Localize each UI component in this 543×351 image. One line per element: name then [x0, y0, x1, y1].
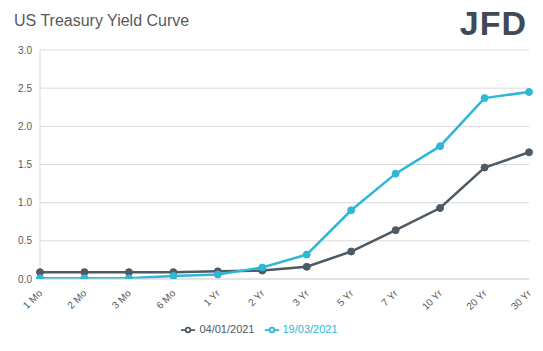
svg-text:1.0: 1.0 [18, 197, 32, 208]
svg-text:1.5: 1.5 [18, 159, 32, 170]
svg-text:7 Yr: 7 Yr [379, 287, 400, 308]
svg-text:2.0: 2.0 [18, 121, 32, 132]
svg-text:3 Yr: 3 Yr [290, 287, 311, 308]
html-text:JFD: JFD [459, 4, 527, 42]
svg-text:20 Yr: 20 Yr [464, 287, 489, 312]
svg-text:0.0: 0.0 [18, 274, 32, 285]
svg-text:1 Yr: 1 Yr [201, 287, 222, 308]
svg-text:0.5: 0.5 [18, 235, 32, 246]
svg-text:5 Yr: 5 Yr [335, 287, 356, 308]
svg-text:1 Mo: 1 Mo [21, 287, 45, 311]
svg-text:2.5: 2.5 [18, 83, 32, 94]
svg-text:10 Yr: 10 Yr [420, 287, 445, 312]
svg-text:3.0: 3.0 [18, 45, 32, 56]
svg-text:6 Mo: 6 Mo [154, 287, 178, 311]
html-text:04/01/2021: 04/01/2021 [199, 323, 255, 335]
html-text:US Treasury Yield Curve: US Treasury Yield Curve [14, 12, 190, 29]
html-text:19/03/2021: 19/03/2021 [282, 323, 338, 335]
svg-text:3 Mo: 3 Mo [110, 287, 134, 311]
svg-text:2 Mo: 2 Mo [65, 287, 89, 311]
svg-text:30 Yr: 30 Yr [509, 287, 534, 312]
svg-text:2 Yr: 2 Yr [246, 287, 267, 308]
